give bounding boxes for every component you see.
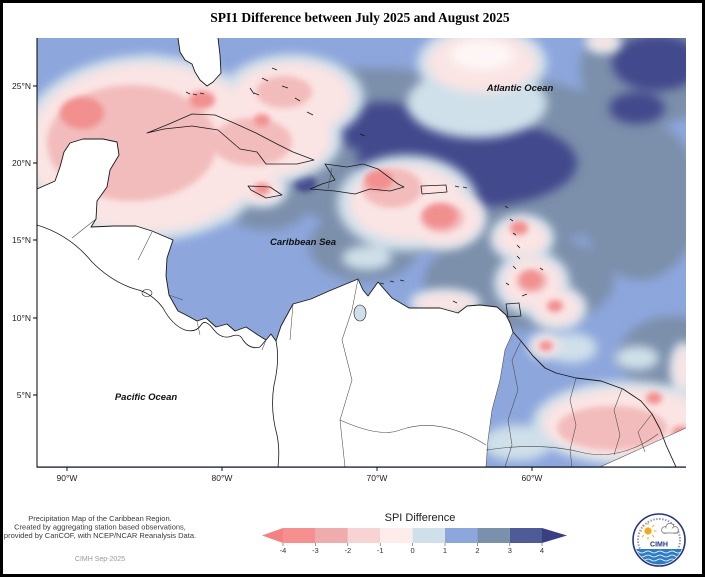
logo-ring-text-arc [637, 518, 681, 562]
colorbar: SPI Difference -4 -3 -2 -1 0 1 2 3 4 [262, 512, 567, 555]
longitude-axis-labels: 90°W 80°W 70°W 60°W [57, 473, 543, 483]
colorbar-segment [283, 528, 316, 543]
country-borders [71, 167, 686, 468]
page-title: SPI1 Difference between July 2025 and Au… [210, 10, 510, 25]
lon-tick-60w: 60°W [522, 473, 543, 483]
colorbar-tick-marks [282, 543, 543, 546]
lat-tick-20n: 20°N [12, 158, 31, 168]
footer-caption: Precipitation Map of the Caribbean Regio… [4, 514, 196, 563]
colorbar-segment [315, 528, 348, 543]
island-trinidad [505, 302, 522, 318]
lon-tick-70w: 70°W [367, 473, 388, 483]
colorbar-title: SPI Difference [385, 512, 456, 524]
colorbar-tick-label: -2 [344, 546, 351, 555]
lake-maracaibo [353, 304, 367, 322]
colorbar-segment [412, 528, 445, 543]
lon-tick-80w: 80°W [212, 473, 233, 483]
coast-pacific-colombia [272, 340, 280, 468]
map-plot: Atlantic Ocean Caribbean Sea Pacific Oce… [37, 38, 686, 468]
atlantic-ocean-label: Atlantic Ocean [486, 83, 554, 94]
cimh-logo: CIMH [632, 513, 686, 567]
lat-tick-5n: 5°N [17, 390, 31, 400]
island-hispaniola [309, 163, 405, 195]
colorbar-tick-label: -1 [377, 546, 384, 555]
contour-salmon [60, 91, 686, 440]
credit-text: CIMH Sep-2025 [75, 556, 125, 563]
caption-line-1: Precipitation Map of the Caribbean Regio… [28, 514, 171, 523]
colorbar-tick-label: 2 [475, 546, 479, 555]
caption-line-2: Created by aggregating station based obs… [14, 523, 186, 532]
lat-tick-15n: 15°N [12, 235, 31, 245]
lat-tick-25n: 25°N [12, 81, 31, 91]
islands-bahamas [249, 67, 366, 137]
colorbar-tick-label: 4 [540, 546, 544, 555]
caribbean-sea-label: Caribbean Sea [270, 237, 336, 248]
axes [33, 38, 686, 471]
coast-pacific-central-america [37, 224, 267, 349]
pacific-ocean-label: Pacific Ocean [115, 392, 178, 403]
lake-nicaragua [141, 289, 153, 297]
coast-guianas [512, 331, 677, 468]
islands-venezuela-coast [379, 279, 458, 304]
lat-tick-marks [33, 85, 37, 396]
lat-tick-10n: 10°N [12, 313, 31, 323]
land-central-south-america [37, 139, 513, 467]
colorbar-segment [380, 528, 413, 543]
colorbar-segment [509, 528, 543, 543]
colorbar-tick-label: 0 [411, 546, 415, 555]
latitude-axis-labels: 25°N 20°N 15°N 10°N 5°N [12, 81, 31, 400]
land-florida [178, 38, 221, 86]
island-jamaica [247, 185, 283, 199]
coastlines [37, 38, 677, 468]
map-figure: SPI1 Difference between July 2025 and Au… [4, 10, 686, 567]
logo-acronym: CIMH [650, 542, 668, 549]
sun-icon [639, 522, 657, 540]
caption-line-3: provided by CariCOF, with NCEP/NCAR Rean… [4, 531, 196, 540]
colorbar-tick-label: 3 [508, 546, 512, 555]
island-cuba [146, 113, 315, 165]
colorbar-tick-label: -3 [312, 546, 319, 555]
island-puerto-rico [420, 184, 448, 195]
colorbar-arrow-left [262, 528, 283, 543]
islands-lesser-antilles [454, 185, 544, 297]
island-outlines [141, 67, 544, 322]
lon-tick-marks [66, 467, 533, 471]
lon-tick-90w: 90°W [57, 473, 78, 483]
colorbar-segment [347, 528, 381, 543]
cloud-icon [661, 522, 679, 534]
colorbar-segment [477, 528, 510, 543]
islands-florida-keys [185, 91, 205, 96]
colorbar-arrow-right [542, 528, 567, 543]
colorbar-tick-label: -4 [280, 546, 287, 555]
colorbar-segment [445, 528, 478, 543]
colorbar-tick-label: 1 [443, 546, 447, 555]
